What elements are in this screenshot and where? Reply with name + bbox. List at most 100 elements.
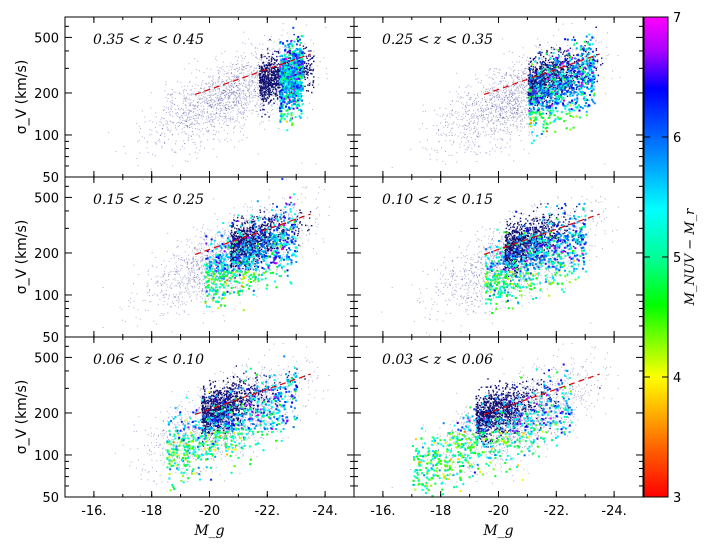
galaxy-point	[232, 116, 234, 118]
galaxy-point	[269, 83, 271, 85]
colored-point	[286, 51, 289, 54]
galaxy-point	[272, 72, 274, 74]
galaxy-point	[556, 44, 557, 46]
galaxy-point	[248, 95, 250, 97]
galaxy-point	[477, 136, 479, 137]
galaxy-point	[198, 123, 199, 125]
galaxy-point	[248, 81, 250, 83]
galaxy-point	[235, 78, 237, 80]
galaxy-point	[250, 81, 252, 83]
galaxy-point	[268, 59, 270, 61]
galaxy-point	[564, 56, 566, 58]
galaxy-point	[185, 120, 187, 122]
galaxy-point	[512, 94, 514, 96]
galaxy-point	[269, 89, 271, 92]
galaxy-point	[503, 117, 505, 119]
galaxy-point	[267, 90, 269, 93]
galaxy-point	[509, 101, 511, 103]
galaxy-point	[524, 69, 526, 71]
galaxy-point	[229, 89, 231, 91]
galaxy-point	[239, 95, 241, 97]
galaxy-point	[491, 89, 493, 91]
galaxy-point	[502, 116, 504, 118]
galaxy-point	[263, 95, 265, 97]
galaxy-point	[523, 148, 525, 150]
galaxy-point	[215, 110, 217, 112]
galaxy-point	[238, 78, 240, 80]
galaxy-point	[213, 130, 215, 132]
galaxy-point	[519, 84, 520, 86]
colored-point	[291, 94, 294, 97]
galaxy-point	[218, 99, 220, 101]
galaxy-point	[183, 68, 185, 70]
colored-point	[284, 49, 286, 52]
galaxy-point	[612, 70, 613, 72]
colored-point	[288, 75, 291, 78]
galaxy-point	[452, 109, 454, 111]
galaxy-point	[258, 85, 260, 86]
galaxy-point	[227, 96, 229, 98]
galaxy-point	[271, 74, 273, 76]
galaxy-point	[220, 98, 222, 100]
galaxy-point	[171, 150, 173, 151]
galaxy-point	[262, 93, 264, 95]
galaxy-point	[451, 114, 453, 116]
galaxy-point	[518, 78, 520, 80]
galaxy-point	[255, 91, 256, 92]
colored-point	[301, 35, 304, 38]
galaxy-point	[194, 58, 196, 60]
galaxy-point	[203, 97, 205, 99]
galaxy-point	[303, 76, 306, 78]
galaxy-point	[265, 67, 268, 69]
galaxy-point	[182, 117, 184, 119]
galaxy-point	[204, 128, 206, 130]
galaxy-point	[458, 111, 460, 113]
galaxy-point	[306, 77, 309, 79]
galaxy-point	[226, 104, 228, 106]
galaxy-point	[490, 88, 491, 90]
galaxy-point	[544, 63, 547, 65]
galaxy-point	[447, 124, 449, 126]
galaxy-point	[552, 86, 553, 88]
galaxy-point	[498, 96, 500, 98]
galaxy-point	[262, 102, 264, 104]
galaxy-point	[231, 66, 233, 68]
galaxy-point	[572, 104, 574, 106]
galaxy-point	[202, 92, 204, 94]
galaxy-point	[238, 95, 240, 97]
galaxy-point	[209, 90, 211, 92]
galaxy-point	[510, 111, 512, 113]
colored-point	[290, 94, 292, 96]
galaxy-point	[307, 71, 309, 73]
galaxy-point	[212, 83, 214, 85]
galaxy-point	[242, 107, 244, 109]
galaxy-point	[245, 87, 247, 88]
galaxy-point	[308, 67, 311, 69]
galaxy-point	[276, 70, 278, 73]
galaxy-point	[226, 86, 228, 88]
galaxy-point	[287, 57, 290, 59]
galaxy-point	[187, 93, 188, 95]
galaxy-point	[218, 89, 220, 91]
galaxy-point	[555, 68, 557, 70]
galaxy-point	[507, 117, 509, 119]
galaxy-point	[248, 83, 250, 85]
galaxy-point	[257, 99, 259, 101]
colored-point	[297, 67, 300, 69]
galaxy-point	[185, 120, 187, 122]
galaxy-point	[224, 91, 226, 93]
colored-point	[286, 85, 289, 88]
galaxy-point	[273, 67, 276, 69]
galaxy-point	[208, 86, 210, 88]
galaxy-point	[254, 76, 256, 78]
colored-point	[298, 51, 301, 54]
galaxy-point	[173, 91, 175, 93]
galaxy-point	[474, 104, 476, 106]
galaxy-point	[302, 70, 304, 73]
galaxy-point	[224, 51, 226, 53]
galaxy-point	[229, 97, 231, 99]
galaxy-point	[206, 98, 208, 100]
galaxy-point	[525, 105, 527, 107]
galaxy-point	[257, 96, 259, 98]
galaxy-point	[556, 79, 558, 81]
